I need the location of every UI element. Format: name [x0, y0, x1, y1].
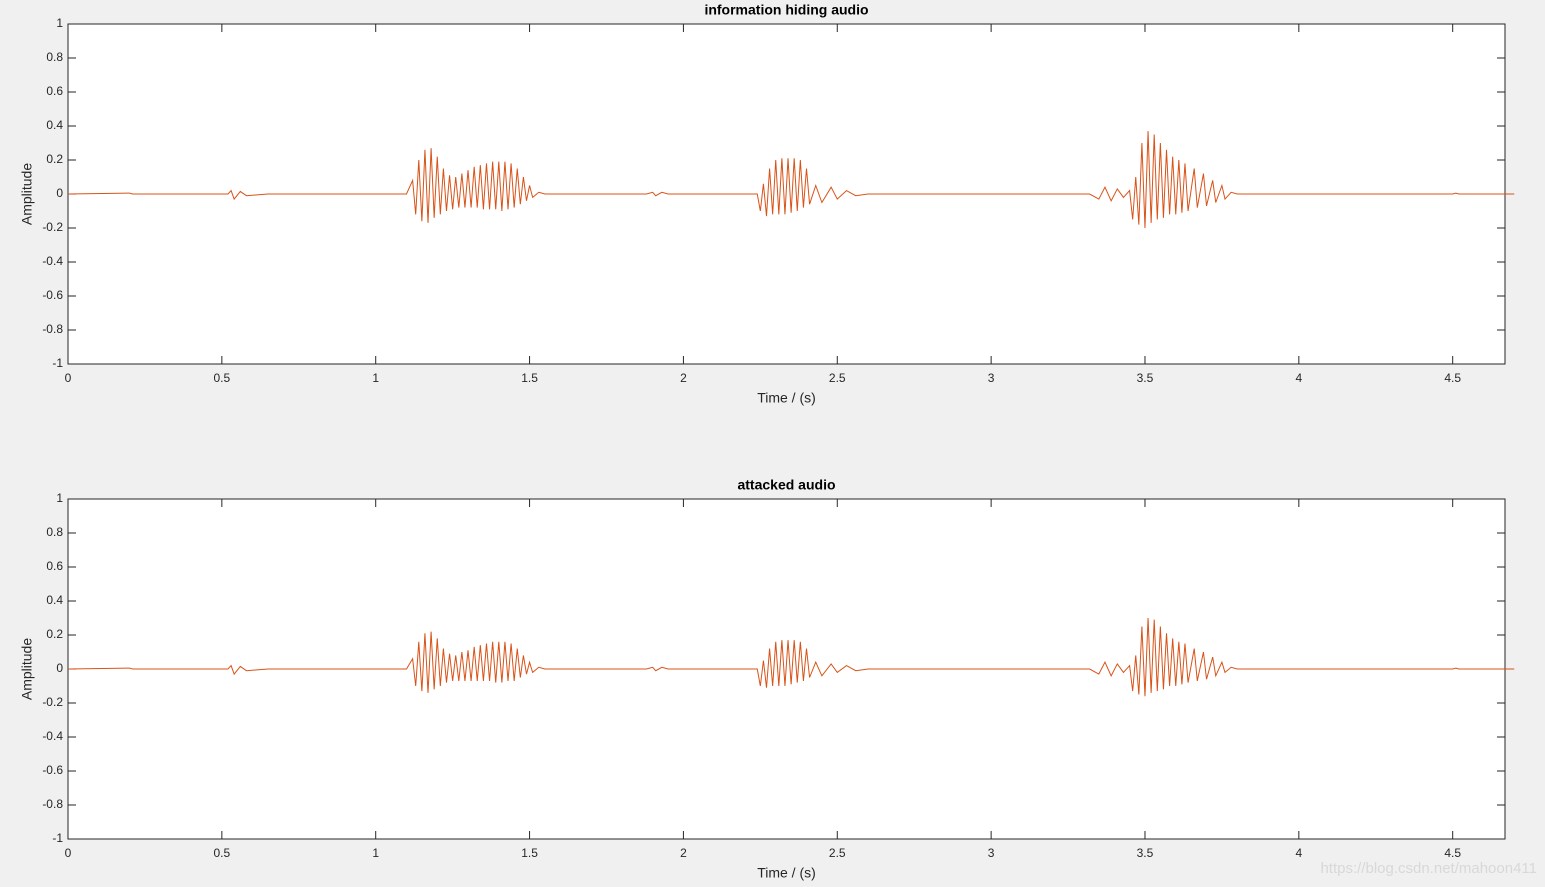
- x-tick-label: 2: [680, 846, 687, 860]
- x-axis-label: Time / (s): [757, 865, 816, 881]
- y-tick-label: -0.8: [42, 797, 63, 811]
- y-tick-label: 0: [56, 186, 63, 200]
- y-tick-label: 0.4: [46, 118, 63, 132]
- x-tick-label: 1: [372, 846, 379, 860]
- x-tick-label: 3: [988, 371, 995, 385]
- y-tick-label: 0.6: [46, 84, 63, 98]
- y-tick-label: 1: [56, 491, 63, 505]
- watermark: https://blog.csdn.net/mahoon411: [1320, 860, 1537, 877]
- chart-title: attacked audio: [737, 477, 835, 493]
- x-tick-label: 4: [1295, 846, 1302, 860]
- x-tick-label: 3: [988, 846, 995, 860]
- y-tick-label: -0.6: [42, 763, 63, 777]
- y-tick-label: -0.6: [42, 288, 63, 302]
- y-tick-label: -1: [52, 356, 63, 370]
- x-tick-label: 2.5: [829, 846, 846, 860]
- y-tick-label: 1: [56, 16, 63, 30]
- y-tick-label: -1: [52, 831, 63, 845]
- x-tick-label: 4: [1295, 371, 1302, 385]
- waveform: [67, 617, 1515, 697]
- y-tick-label: 0.2: [46, 152, 63, 166]
- y-tick-label: -0.2: [42, 220, 63, 234]
- x-tick-label: 3.5: [1137, 371, 1154, 385]
- y-axis-label: Amplitude: [19, 163, 35, 225]
- y-tick-label: -0.4: [42, 729, 63, 743]
- y-tick-label: -0.8: [42, 322, 63, 336]
- x-tick-label: 0.5: [214, 371, 231, 385]
- x-tick-label: 4.5: [1444, 846, 1461, 860]
- y-axis-label: Amplitude: [19, 638, 35, 700]
- x-tick-label: 0: [65, 371, 72, 385]
- x-tick-label: 0.5: [214, 846, 231, 860]
- y-tick-label: 0.2: [46, 627, 63, 641]
- y-tick-label: 0.4: [46, 593, 63, 607]
- x-tick-label: 2: [680, 371, 687, 385]
- y-tick-label: 0.6: [46, 559, 63, 573]
- x-axis-label: Time / (s): [757, 390, 816, 406]
- y-tick-label: 0: [56, 661, 63, 675]
- chart-title: information hiding audio: [704, 2, 868, 18]
- x-tick-label: 1: [372, 371, 379, 385]
- y-tick-label: 0.8: [46, 50, 63, 64]
- x-tick-label: 1.5: [521, 371, 538, 385]
- x-tick-label: 0: [65, 846, 72, 860]
- x-tick-label: 1.5: [521, 846, 538, 860]
- x-tick-label: 2.5: [829, 371, 846, 385]
- y-tick-label: -0.4: [42, 254, 63, 268]
- waveform: [67, 131, 1515, 229]
- x-tick-label: 4.5: [1444, 371, 1461, 385]
- x-tick-label: 3.5: [1137, 846, 1154, 860]
- y-tick-label: 0.8: [46, 525, 63, 539]
- y-tick-label: -0.2: [42, 695, 63, 709]
